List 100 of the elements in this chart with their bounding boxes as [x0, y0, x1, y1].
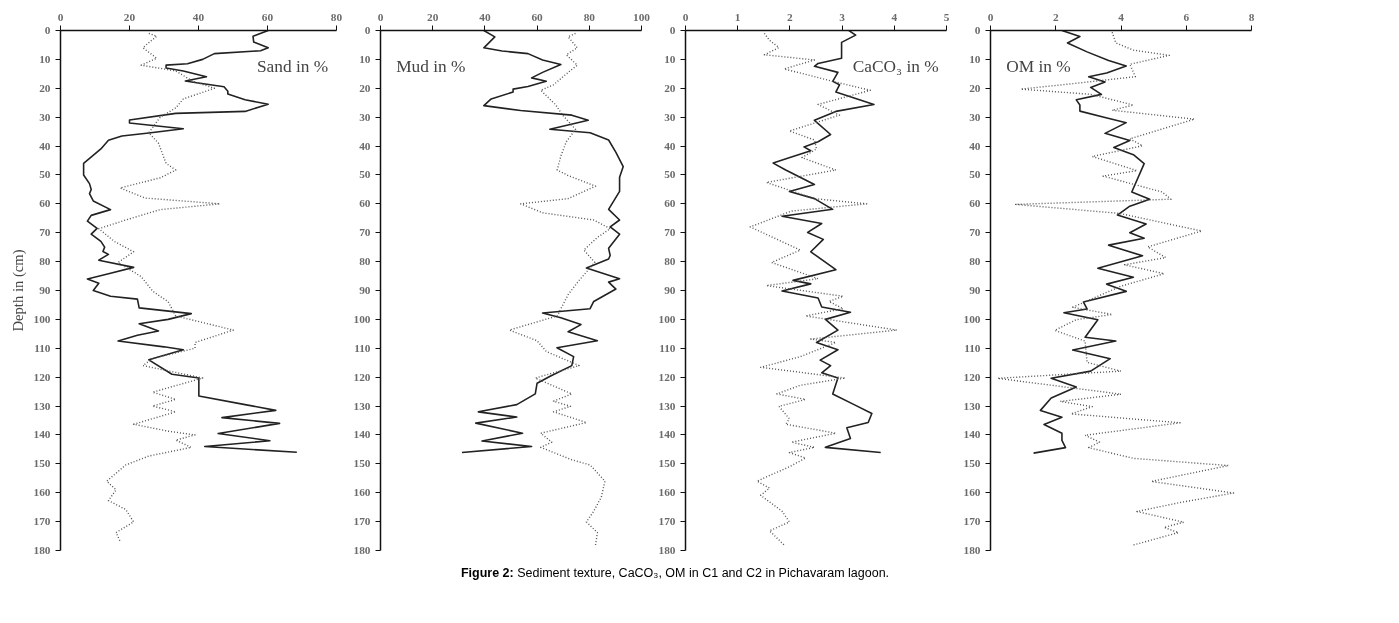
- y-tick-label: 130: [658, 399, 676, 412]
- annotation: CaCO₃ in %: [852, 57, 939, 77]
- x-tick-label: 0: [377, 10, 384, 23]
- y-tick-label: 150: [963, 457, 981, 470]
- y-tick-label: 140: [353, 428, 371, 441]
- y-tick-label: 30: [664, 110, 676, 123]
- y-tick-label: 170: [33, 515, 51, 528]
- y-tick-label: 10: [359, 52, 371, 65]
- y-tick-label: 150: [33, 457, 51, 470]
- y-tick-label: 60: [39, 197, 51, 210]
- y-tick-label: 0: [364, 24, 371, 36]
- x-tick-label: 6: [1183, 10, 1190, 23]
- x-tick-label: 4: [1118, 10, 1125, 23]
- y-tick-label: 20: [664, 81, 676, 94]
- y-tick-label: 130: [963, 399, 981, 412]
- x-tick-label: 4: [891, 10, 898, 23]
- y-tick-label: 140: [658, 428, 676, 441]
- y-tick-label: 120: [33, 370, 51, 383]
- y-tick-label: 140: [33, 428, 51, 441]
- y-tick-label: 180: [658, 544, 676, 556]
- x-tick-label: 8: [1248, 10, 1255, 23]
- y-tick-label: 120: [963, 370, 981, 383]
- y-tick-label: 160: [33, 486, 51, 499]
- x-tick-label: 0: [57, 10, 64, 23]
- y-tick-label: 170: [963, 515, 981, 528]
- x-tick-label: 2: [1052, 10, 1059, 23]
- y-tick-label: 50: [359, 168, 371, 181]
- y-tick-label: 20: [969, 81, 981, 94]
- y-tick-label: 20: [359, 81, 371, 94]
- y-tick-label: 120: [353, 370, 371, 383]
- y-tick-label: 100: [658, 312, 676, 325]
- y-tick-label: 50: [664, 168, 676, 181]
- y-tick-label: 0: [44, 24, 51, 36]
- y-tick-label: 140: [963, 428, 981, 441]
- y-tick-label: 120: [658, 370, 676, 383]
- y-tick-label: 180: [353, 544, 371, 556]
- y-tick-label: 170: [353, 515, 371, 528]
- y-tick-label: 70: [39, 226, 51, 239]
- y-tick-label: 0: [669, 24, 676, 36]
- y-tick-label: 100: [353, 312, 371, 325]
- y-tick-label: 70: [664, 226, 676, 239]
- y-tick-label: 20: [39, 81, 51, 94]
- x-tick-label: 60: [261, 10, 274, 23]
- x-tick-label: 5: [943, 10, 950, 23]
- y-tick-label: 90: [359, 284, 371, 296]
- y-tick-label: 60: [359, 197, 371, 210]
- y-tick-label: 110: [659, 341, 676, 354]
- y-tick-label: 180: [963, 544, 981, 556]
- y-tick-label: 70: [359, 226, 371, 239]
- y-tick-label: 130: [33, 399, 51, 412]
- x-tick-label: 2: [787, 10, 794, 23]
- x-tick-label: 80: [330, 10, 343, 23]
- annotation: Mud in %: [396, 57, 466, 77]
- x-tick-label: 60: [531, 10, 544, 23]
- caption: Figure 2: Sediment texture, CaCO₃, OM in C1 and C2 in Pichavaram lagoon.: [460, 565, 890, 582]
- annotation: OM in %: [1006, 57, 1071, 77]
- y-tick-label: 160: [658, 486, 676, 499]
- y-tick-label: 90: [664, 284, 676, 296]
- x-tick-label: 100: [633, 10, 651, 23]
- y-tick-label: 90: [39, 284, 51, 296]
- x-tick-label: 40: [192, 10, 205, 23]
- y-tick-label: 150: [353, 457, 371, 470]
- x-tick-label: 20: [427, 10, 439, 23]
- y-tick-label: 50: [39, 168, 51, 181]
- y-tick-label: 40: [664, 139, 676, 152]
- y-tick-label: 110: [354, 341, 371, 354]
- y-tick-label: 70: [969, 226, 981, 239]
- x-tick-label: 0: [682, 10, 689, 23]
- x-tick-label: 3: [839, 10, 846, 23]
- y-tick-label: 110: [34, 341, 51, 354]
- y-tick-label: 90: [969, 284, 981, 296]
- y-tick-label: 110: [964, 341, 981, 354]
- y-tick-label: 80: [359, 255, 371, 268]
- y-tick-label: 30: [39, 110, 51, 123]
- y-tick-label: 160: [353, 486, 371, 499]
- y-tick-label: 160: [963, 486, 981, 499]
- y-tick-label: 150: [658, 457, 676, 470]
- y-tick-label: 180: [33, 544, 51, 556]
- y-axis-title: Depth in (cm): [9, 249, 27, 332]
- x-tick-label: 1: [734, 10, 741, 23]
- y-tick-label: 10: [39, 52, 51, 65]
- y-tick-label: 80: [664, 255, 676, 268]
- y-tick-label: 60: [969, 197, 981, 210]
- y-tick-label: 100: [33, 312, 51, 325]
- y-tick-label: 80: [39, 255, 51, 268]
- y-tick-label: 50: [969, 168, 981, 181]
- y-tick-label: 10: [664, 52, 676, 65]
- y-tick-label: 100: [963, 312, 981, 325]
- y-tick-label: 80: [969, 255, 981, 268]
- y-tick-label: 60: [664, 197, 676, 210]
- y-tick-label: 0: [974, 24, 981, 36]
- y-tick-label: 30: [359, 110, 371, 123]
- y-tick-label: 40: [969, 139, 981, 152]
- y-tick-label: 30: [969, 110, 981, 123]
- y-tick-label: 170: [658, 515, 676, 528]
- y-tick-label: 130: [353, 399, 371, 412]
- x-tick-label: 40: [479, 10, 491, 23]
- x-tick-label: 20: [123, 10, 136, 23]
- annotation: Sand in %: [256, 57, 329, 77]
- x-tick-label: 80: [583, 10, 596, 23]
